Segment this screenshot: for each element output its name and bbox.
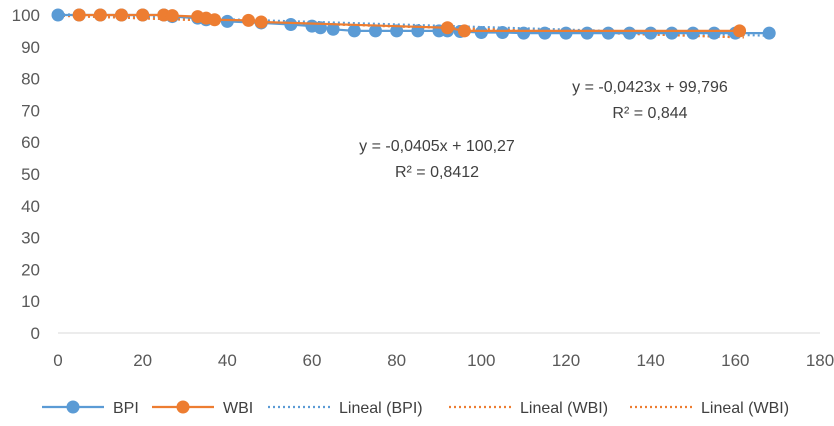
legend-swatch-marker xyxy=(66,400,80,414)
bpi-point xyxy=(623,26,636,40)
wbi-point xyxy=(254,15,268,29)
y-tick-label: 100 xyxy=(12,6,40,25)
y-tick-label: 20 xyxy=(21,260,40,279)
bpi-point xyxy=(665,26,679,40)
bpi-point xyxy=(644,26,658,40)
bpi-point xyxy=(496,25,509,39)
bpi-point xyxy=(559,26,573,40)
bpi-point xyxy=(347,24,361,38)
wbi-r2-label: R² = 0,844 xyxy=(612,105,687,122)
y-tick-label: 80 xyxy=(21,70,40,89)
wbi-point xyxy=(457,24,471,38)
legend-label: Lineal (WBI) xyxy=(520,400,608,417)
legend-label: BPI xyxy=(113,400,139,417)
wbi-point xyxy=(93,8,107,22)
y-tick-label: 60 xyxy=(21,133,40,152)
wbi-point xyxy=(165,9,179,23)
bpi-point xyxy=(762,26,776,40)
annotations: y = -0,0405x + 100,27 R² = 0,8412 y = -0… xyxy=(359,79,728,181)
x-tick-label: 140 xyxy=(636,351,664,370)
legend: BPI WBI Lineal (BPI) Lineal (WBI) Lineal (WB… xyxy=(42,400,789,417)
x-tick-label: 40 xyxy=(218,351,237,370)
bpi-point xyxy=(707,26,721,40)
x-tick-label: 20 xyxy=(133,351,152,370)
y-tick-label: 40 xyxy=(21,197,40,216)
wbi-point xyxy=(733,24,747,38)
x-tick-label: 80 xyxy=(387,351,406,370)
legend-label: Lineal (WBI) xyxy=(701,400,789,417)
bpi-point xyxy=(51,8,65,22)
bpi-point xyxy=(517,26,531,40)
bpi-point xyxy=(601,26,615,40)
bpi-point xyxy=(390,24,404,38)
x-tick-label: 100 xyxy=(467,351,495,370)
y-tick-label: 90 xyxy=(21,38,40,57)
wbi-point xyxy=(440,21,454,35)
x-tick-label: 160 xyxy=(721,351,749,370)
bpi-r2-label: R² = 0,8412 xyxy=(395,164,479,181)
y-tick-label: 30 xyxy=(21,229,40,248)
x-tick-label: 180 xyxy=(806,351,834,370)
bpi-point xyxy=(220,14,234,28)
series xyxy=(51,8,776,40)
x-tick-label: 60 xyxy=(303,351,322,370)
bpi-point xyxy=(474,25,488,39)
bpi-point xyxy=(580,26,594,40)
bpi-point xyxy=(284,18,298,32)
bpi-equation-label: y = -0,0405x + 100,27 xyxy=(359,138,515,155)
legend-label: WBI xyxy=(223,400,253,417)
x-tick-label: 0 xyxy=(53,351,62,370)
wbi-point xyxy=(208,13,222,27)
bpi-point xyxy=(538,26,552,40)
legend-label: Lineal (BPI) xyxy=(339,400,423,417)
wbi-equation-label: y = -0,0423x + 99,796 xyxy=(572,79,728,96)
y-tick-label: 50 xyxy=(21,165,40,184)
wbi-point xyxy=(115,8,128,22)
legend-swatch-marker xyxy=(176,400,190,414)
y-tick-label: 10 xyxy=(21,292,40,311)
wbi-point xyxy=(136,8,150,22)
bpi-point xyxy=(686,26,700,40)
bpi-point xyxy=(326,22,340,36)
y-tick-label: 0 xyxy=(31,324,40,343)
wbi-point xyxy=(242,13,255,27)
wbi-point xyxy=(72,8,86,22)
y-tick-label: 70 xyxy=(21,101,40,120)
bpi-point xyxy=(369,24,382,38)
axes: 0 20 40 60 80 100 120 140 160 180 0 10 20 30 40 50 60 70 8… xyxy=(12,6,834,370)
x-tick-label: 120 xyxy=(552,351,580,370)
